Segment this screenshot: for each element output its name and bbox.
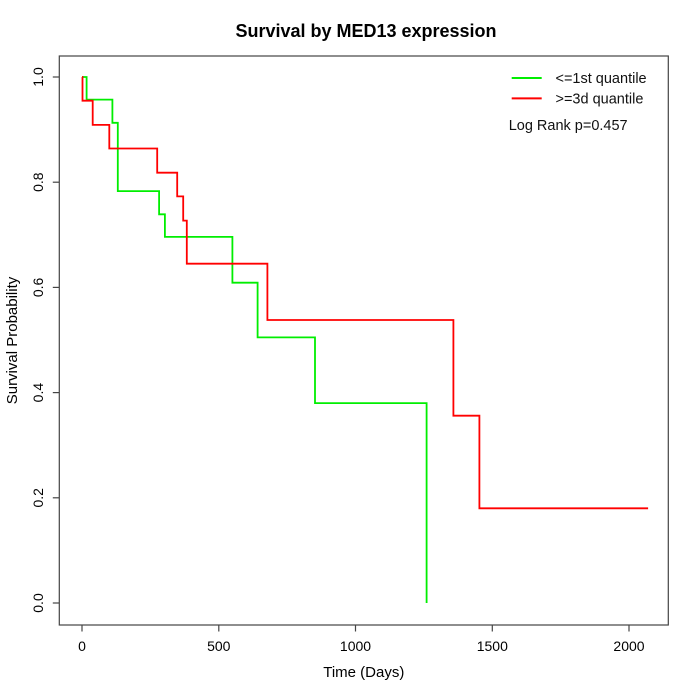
y-tick-label: 1.0 — [30, 67, 46, 87]
x-axis: 0 500 1000 1500 2000 — [78, 625, 645, 654]
y-axis-label: Survival Probability — [4, 276, 21, 404]
legend: <=1st quantile >=3d quantile Log Rank p=… — [509, 71, 647, 134]
plot-title: Survival by MED13 expression — [235, 21, 496, 41]
y-tick-label: 0.0 — [30, 593, 46, 613]
survival-curves — [81, 76, 649, 603]
x-tick-label: 500 — [207, 638, 231, 654]
x-axis-label: Time (Days) — [323, 664, 404, 681]
y-tick-label: 0.6 — [30, 277, 46, 297]
y-tick-label: 0.2 — [30, 488, 46, 508]
legend-label-first-quantile: <=1st quantile — [556, 71, 647, 87]
legend-label-third-quantile: >=3d quantile — [556, 91, 644, 107]
km-curve-first-quantile — [82, 76, 428, 603]
x-tick-label: 2000 — [613, 638, 644, 654]
log-rank-annotation: Log Rank p=0.457 — [509, 118, 628, 134]
plot-box — [58, 55, 669, 626]
y-tick-label: 0.4 — [30, 383, 46, 403]
x-tick-label: 1000 — [340, 638, 371, 654]
km-curve-third-quantile — [81, 76, 649, 510]
y-axis: 0.0 0.2 0.4 0.6 0.8 1.0 — [30, 67, 60, 613]
y-tick-label: 0.8 — [30, 172, 46, 192]
x-tick-label: 1500 — [477, 638, 508, 654]
x-tick-label: 0 — [78, 638, 86, 654]
